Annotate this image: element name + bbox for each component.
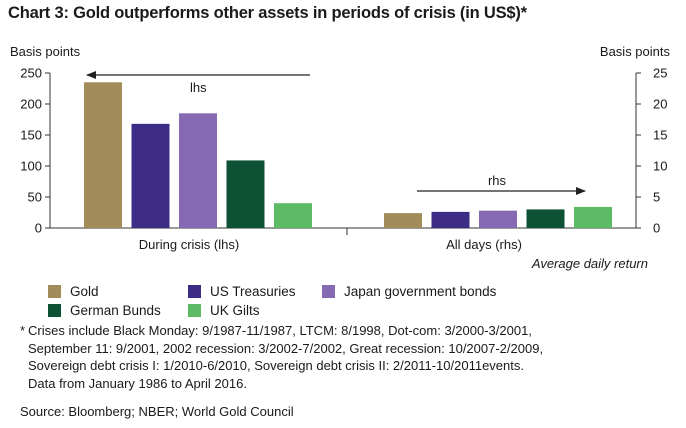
legend-swatch bbox=[48, 285, 61, 298]
left-axis-label: Basis points bbox=[10, 44, 81, 59]
legend-swatch bbox=[188, 304, 201, 317]
legend-swatch bbox=[322, 285, 335, 298]
bar-gold bbox=[84, 82, 122, 228]
legend-item: Japan government bonds bbox=[322, 284, 496, 299]
right-tick-label: 20 bbox=[653, 97, 667, 112]
source-note: Source: Bloomberg; NBER; World Gold Coun… bbox=[20, 404, 294, 419]
legend-swatch bbox=[188, 285, 201, 298]
footnote-line: Data from January 1986 to April 2016. bbox=[28, 375, 247, 391]
footnote-line: Crises include Black Monday: 9/1987-11/1… bbox=[28, 323, 532, 338]
legend-label: UK Gilts bbox=[210, 303, 260, 318]
legend-item: German Bunds bbox=[48, 303, 161, 318]
left-tick-label: 100 bbox=[20, 159, 42, 174]
chart-axes: 0 50 100 150 200 250 0 5 10 15 20 25 During crisis (… bbox=[20, 66, 667, 272]
lhs-annotation: lhs bbox=[190, 80, 207, 95]
right-tick-label: 10 bbox=[653, 159, 667, 174]
bar-japan-government-bonds bbox=[179, 113, 217, 228]
bar-japan-government-bonds bbox=[479, 210, 517, 228]
right-axis-label: Basis points bbox=[599, 44, 670, 59]
chart-bars bbox=[84, 82, 612, 228]
left-tick-label: 150 bbox=[20, 128, 42, 143]
chart-title: Chart 3: Gold outperforms other assets i… bbox=[8, 4, 527, 22]
legend-label: US Treasuries bbox=[210, 284, 296, 299]
category-label: During crisis (lhs) bbox=[139, 237, 239, 252]
left-tick-label: 0 bbox=[35, 221, 42, 236]
footnote-line: September 11: 9/2001, 2002 recession: 3/… bbox=[28, 340, 544, 356]
bar-german-bunds bbox=[226, 160, 265, 228]
bar-uk-gilts bbox=[274, 203, 312, 228]
left-tick-label: 200 bbox=[20, 97, 42, 112]
bar-us-treasuries bbox=[131, 123, 170, 228]
right-tick-label: 15 bbox=[653, 128, 667, 143]
legend-swatch bbox=[48, 304, 61, 317]
left-tick-label: 50 bbox=[28, 190, 42, 205]
category-label: All days (rhs) bbox=[446, 237, 522, 252]
legend-item: UK Gilts bbox=[188, 303, 260, 318]
legend-item: Gold bbox=[48, 284, 99, 299]
bar-uk-gilts bbox=[574, 206, 612, 228]
legend-item: US Treasuries bbox=[188, 284, 296, 299]
chart-legend: Gold US Treasuries Japan government bonds G… bbox=[48, 280, 568, 320]
chart-plot: 0 50 100 150 200 250 0 5 10 15 20 25 During crisis (… bbox=[20, 66, 667, 272]
chart-annotations: lhs rhs bbox=[86, 71, 586, 195]
rhs-annotation: rhs bbox=[488, 173, 507, 188]
footnote-line: Sovereign debt crisis I: 1/2010-6/2010, … bbox=[28, 358, 524, 373]
footnote-marker: * bbox=[20, 323, 26, 338]
legend-label: Japan government bonds bbox=[344, 284, 497, 299]
bar-us-treasuries bbox=[431, 211, 470, 228]
x-axis-note: Average daily return bbox=[531, 256, 648, 271]
bar-gold bbox=[384, 213, 422, 228]
right-tick-label: 25 bbox=[653, 66, 667, 81]
legend-label: Gold bbox=[70, 284, 99, 299]
legend-label: German Bunds bbox=[70, 303, 161, 318]
left-tick-label: 250 bbox=[20, 66, 42, 81]
bar-german-bunds bbox=[526, 209, 565, 228]
right-tick-label: 5 bbox=[653, 190, 660, 205]
right-tick-label: 0 bbox=[653, 221, 660, 236]
